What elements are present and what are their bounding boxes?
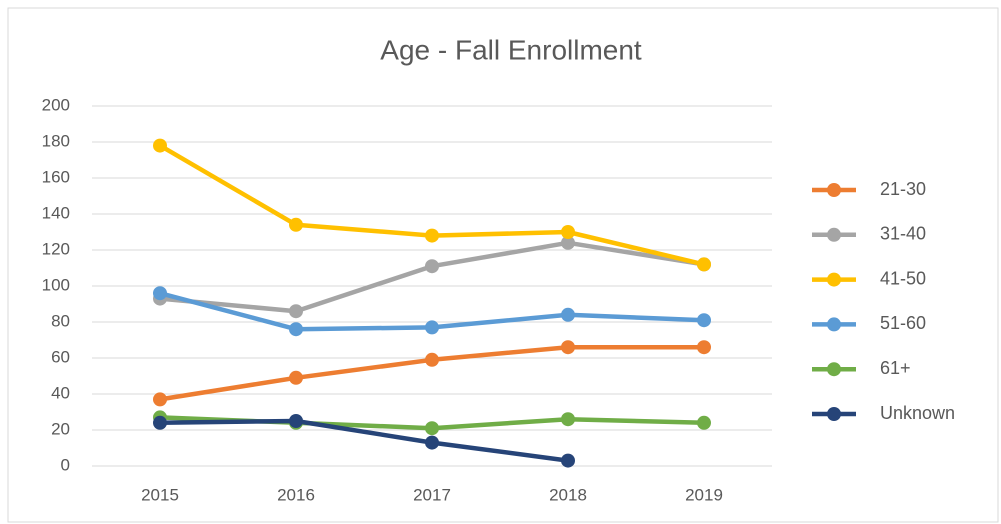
data-point bbox=[697, 415, 711, 430]
y-tick-label: 140 bbox=[42, 203, 70, 222]
data-point bbox=[289, 322, 303, 337]
data-point bbox=[289, 370, 303, 385]
data-point bbox=[425, 320, 439, 335]
legend-swatch-marker bbox=[827, 272, 841, 287]
data-point bbox=[153, 415, 167, 430]
y-tick-label: 60 bbox=[51, 347, 70, 366]
x-tick-label: 2016 bbox=[277, 485, 315, 504]
legend-swatch-marker bbox=[827, 227, 841, 242]
y-tick-label: 120 bbox=[42, 239, 70, 258]
y-tick-label: 200 bbox=[42, 95, 70, 114]
data-point bbox=[425, 228, 439, 243]
data-point bbox=[153, 138, 167, 153]
x-tick-label: 2018 bbox=[549, 485, 587, 504]
data-point bbox=[289, 217, 303, 232]
data-point bbox=[561, 307, 575, 322]
data-point bbox=[153, 286, 167, 301]
legend-swatch-marker bbox=[827, 362, 841, 377]
data-point bbox=[425, 435, 439, 450]
data-point bbox=[561, 225, 575, 239]
legend-label: 21-30 bbox=[880, 179, 926, 199]
y-tick-label: 20 bbox=[51, 419, 70, 438]
data-point bbox=[561, 340, 575, 355]
data-point bbox=[697, 257, 711, 272]
data-point bbox=[561, 235, 575, 250]
data-point bbox=[153, 392, 167, 407]
x-tick-label: 2017 bbox=[413, 485, 451, 504]
x-tick-label: 2019 bbox=[685, 485, 723, 504]
chart-border bbox=[7, 7, 999, 523]
legend-label: 61+ bbox=[880, 358, 911, 378]
chart-title: Age - Fall Enrollment bbox=[380, 34, 642, 65]
data-point bbox=[697, 340, 711, 355]
legend-label: 41-50 bbox=[880, 268, 926, 288]
data-point bbox=[561, 412, 575, 427]
series-line bbox=[159, 418, 569, 463]
legend-label: 51-60 bbox=[880, 313, 926, 333]
data-point bbox=[425, 352, 439, 367]
legend-swatch-marker bbox=[827, 407, 841, 421]
y-tick-label: 0 bbox=[61, 455, 70, 474]
y-tick-label: 80 bbox=[51, 311, 70, 330]
data-point bbox=[289, 304, 303, 319]
legend-swatch-marker bbox=[827, 317, 841, 332]
data-point bbox=[697, 313, 711, 328]
data-point bbox=[561, 453, 575, 468]
data-point bbox=[425, 421, 439, 436]
data-point bbox=[289, 414, 303, 428]
legend-swatch-marker bbox=[827, 183, 841, 197]
y-tick-label: 100 bbox=[42, 275, 70, 294]
y-tick-label: 180 bbox=[42, 131, 70, 150]
legend-label: 31-40 bbox=[880, 224, 926, 244]
data-point bbox=[425, 259, 439, 274]
x-tick-label: 2015 bbox=[141, 485, 179, 504]
legend-label: Unknown bbox=[880, 403, 955, 423]
y-tick-label: 160 bbox=[42, 167, 70, 186]
y-tick-label: 40 bbox=[51, 383, 70, 402]
